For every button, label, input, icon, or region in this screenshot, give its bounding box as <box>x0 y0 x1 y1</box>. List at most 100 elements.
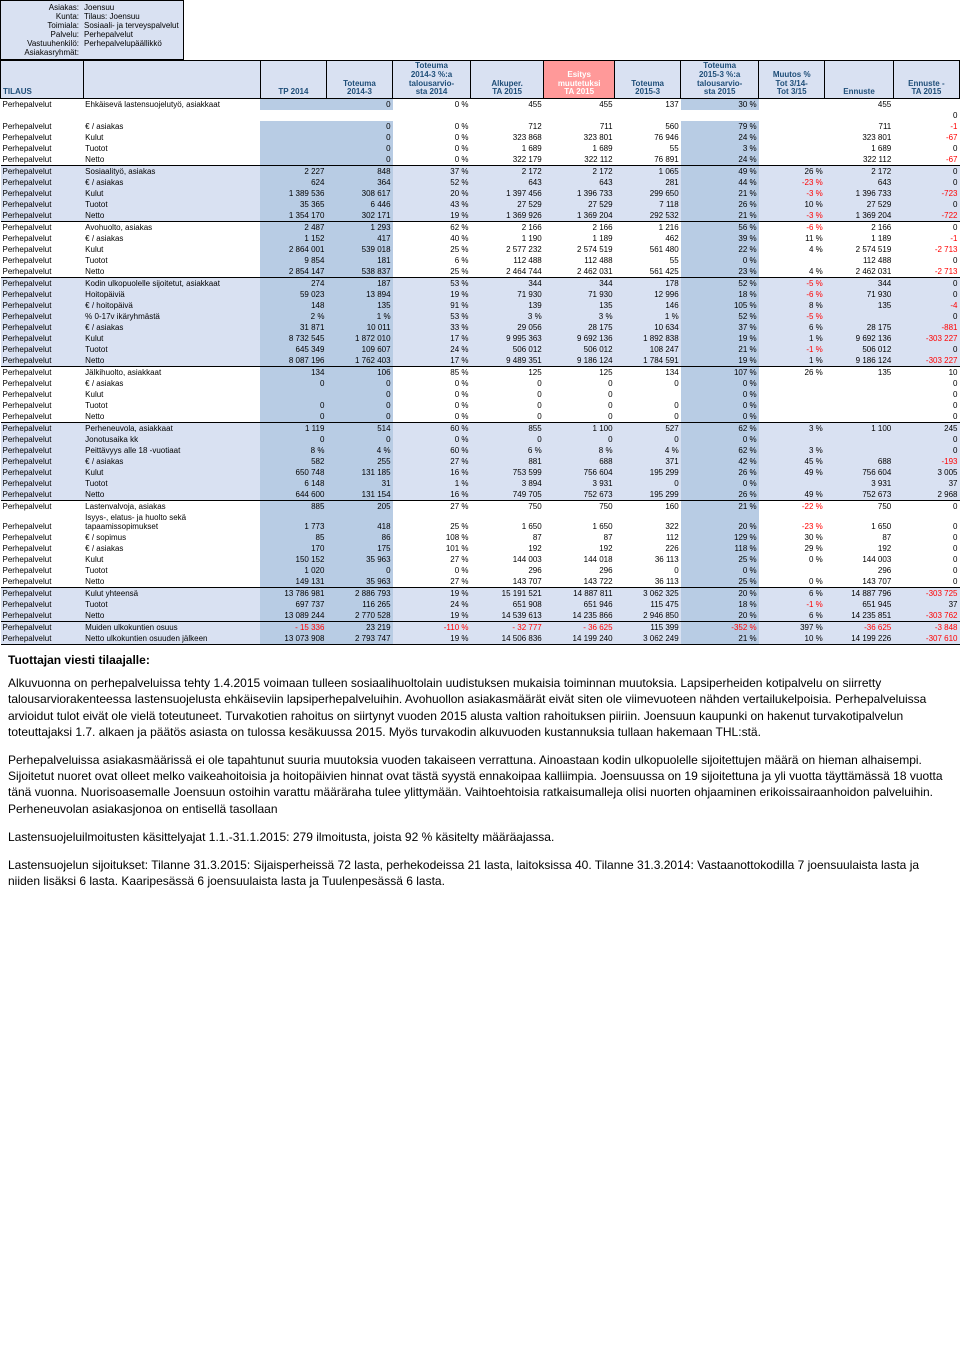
value-cell: 1 354 170 <box>260 210 326 222</box>
paragraph: Perhepalveluissa asiakasmäärissä ei ole … <box>8 752 952 817</box>
description-cell: Netto <box>83 355 260 367</box>
value-cell: 160 <box>615 501 681 513</box>
value-cell: 0 <box>615 400 681 411</box>
value-cell: 322 112 <box>544 154 615 166</box>
value-cell: 60 % <box>393 423 471 435</box>
value-cell <box>825 311 894 322</box>
value-cell: 0 <box>893 512 959 532</box>
category-cell: Perhepalvelut <box>1 322 84 333</box>
value-cell: 112 488 <box>544 255 615 266</box>
value-cell: 0 <box>471 411 544 423</box>
value-cell: 192 <box>544 543 615 554</box>
value-cell: 35 365 <box>260 199 326 210</box>
value-cell: 21 % <box>681 633 759 645</box>
value-cell: - 15 336 <box>260 622 326 634</box>
category-cell: Perhepalvelut <box>1 467 84 478</box>
description-cell: Netto <box>83 576 260 588</box>
value-cell: 23 219 <box>326 622 392 634</box>
value-cell: -1 % <box>759 599 825 610</box>
value-cell: 0 <box>893 501 959 513</box>
value-cell <box>681 110 759 121</box>
value-cell: 31 871 <box>260 322 326 333</box>
value-cell: -23 % <box>759 177 825 188</box>
table-row: Perhepalvelut€ / hoitopäivä14813591 %139… <box>1 300 960 311</box>
value-cell: 0 <box>326 154 392 166</box>
table-row: Perhepalvelut% 0-17v ikäryhmästä2 %1 %53… <box>1 311 960 322</box>
value-cell: 0 % <box>759 576 825 588</box>
table-row: Perhepalvelut€ / asiakas000 %0000 %0 <box>1 378 960 389</box>
category-cell: Perhepalvelut <box>1 389 84 400</box>
description-cell: Lastenvalvoja, asiakas <box>83 501 260 513</box>
value-cell: 2 462 031 <box>544 266 615 278</box>
value-cell: 455 <box>544 99 615 111</box>
table-row: PerhepalvelutPerheneuvola, asiakkaat1 11… <box>1 423 960 435</box>
value-cell: 25 % <box>393 244 471 255</box>
category-cell: Perhepalvelut <box>1 489 84 501</box>
value-cell: 143 722 <box>544 576 615 588</box>
table-row: 0 <box>1 110 960 121</box>
value-cell <box>759 411 825 423</box>
value-cell: 2 487 <box>260 222 326 234</box>
value-cell: 1 369 204 <box>825 210 894 222</box>
description-cell: Tuotot <box>83 565 260 576</box>
value-cell: 192 <box>825 543 894 554</box>
value-cell: 462 <box>615 233 681 244</box>
value-cell: 299 650 <box>615 188 681 199</box>
paragraph: Alkuvuonna on perhepalveluissa tehty 1.4… <box>8 675 952 740</box>
value-cell: 344 <box>471 278 544 290</box>
value-cell: 0 <box>326 121 392 132</box>
value-cell: 506 012 <box>825 344 894 355</box>
value-cell: 296 <box>544 565 615 576</box>
value-cell: 18 % <box>681 289 759 300</box>
budget-table: TILAUSTP 2014Toteuma2014-3Toteuma2014-3 … <box>0 60 960 645</box>
value-cell: 35 963 <box>326 554 392 565</box>
value-cell: 118 % <box>681 543 759 554</box>
value-cell: 0 <box>893 311 959 322</box>
category-cell: Perhepalvelut <box>1 610 84 622</box>
value-cell: 79 % <box>681 121 759 132</box>
value-cell <box>260 154 326 166</box>
value-cell <box>615 389 681 400</box>
value-cell: 31 <box>326 478 392 489</box>
value-cell: 2 172 <box>825 166 894 178</box>
value-cell: 561 425 <box>615 266 681 278</box>
value-cell: 55 <box>615 255 681 266</box>
value-cell: 6 % <box>759 610 825 622</box>
value-cell: 135 <box>825 367 894 379</box>
value-cell: 0 % <box>393 99 471 111</box>
value-cell: 3 062 249 <box>615 633 681 645</box>
value-cell: 192 <box>471 543 544 554</box>
value-cell: 0 % <box>681 434 759 445</box>
value-cell: 52 % <box>681 311 759 322</box>
value-cell: 1 397 456 <box>471 188 544 199</box>
value-cell: 0 % <box>393 411 471 423</box>
value-cell: 14 539 613 <box>471 610 544 622</box>
value-cell: 8 % <box>260 445 326 456</box>
value-cell: 52 % <box>681 278 759 290</box>
value-cell: 1 872 010 <box>326 333 392 344</box>
table-row: PerhepalvelutNetto ulkokuntien osuuden j… <box>1 633 960 645</box>
value-cell: 697 737 <box>260 599 326 610</box>
value-cell: 1 065 <box>615 166 681 178</box>
category-cell: Perhepalvelut <box>1 300 84 311</box>
value-cell: -1 % <box>759 344 825 355</box>
value-cell: 344 <box>825 278 894 290</box>
category-cell: Perhepalvelut <box>1 143 84 154</box>
table-row: Perhepalvelut€ / asiakas1 15241740 %1 19… <box>1 233 960 244</box>
value-cell: 1 % <box>393 478 471 489</box>
value-cell: 848 <box>326 166 392 178</box>
value-cell: 322 179 <box>471 154 544 166</box>
value-cell: 0 <box>893 255 959 266</box>
value-cell: 0 <box>471 434 544 445</box>
value-cell: 2 886 793 <box>326 588 392 600</box>
value-cell: 19 % <box>393 210 471 222</box>
value-cell: -22 % <box>759 501 825 513</box>
value-cell: 19 % <box>393 633 471 645</box>
description-cell: Kodin ulkopuolelle sijoitetut, asiakkaat <box>83 278 260 290</box>
value-cell: 11 % <box>759 233 825 244</box>
value-cell: 55 <box>615 143 681 154</box>
category-cell: Perhepalvelut <box>1 599 84 610</box>
value-cell: 49 % <box>681 166 759 178</box>
description-cell: Jälkihuolto, asiakkaat <box>83 367 260 379</box>
value-cell: 3 % <box>759 423 825 435</box>
